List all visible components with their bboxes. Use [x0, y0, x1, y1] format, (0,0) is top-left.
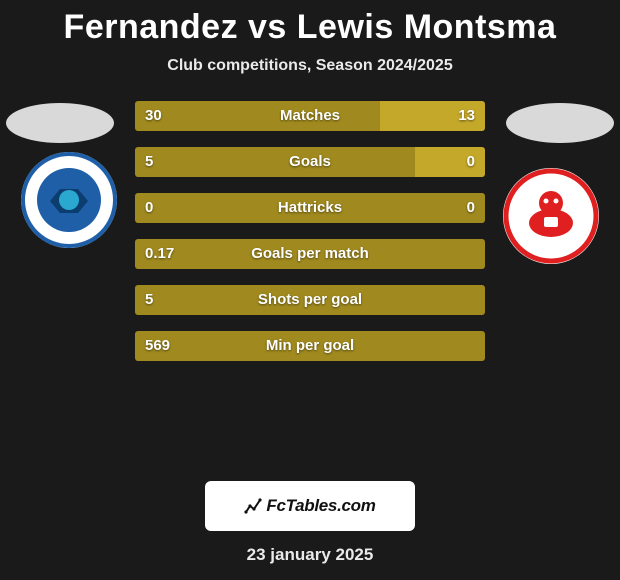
stat-label: Goals	[135, 147, 485, 177]
site-name: FcTables.com	[266, 496, 375, 516]
stat-row: 5Shots per goal	[135, 285, 485, 315]
stat-row: 5Goals0	[135, 147, 485, 177]
stat-row: 0Hattricks0	[135, 193, 485, 223]
footer-date: 23 january 2025	[0, 545, 620, 565]
stat-label: Goals per match	[135, 239, 485, 269]
stat-bars: 30Matches135Goals00Hattricks00.17Goals p…	[135, 101, 485, 377]
stat-label: Min per goal	[135, 331, 485, 361]
page-subtitle: Club competitions, Season 2024/2025	[0, 57, 620, 75]
player-silhouette-right	[506, 103, 614, 143]
stat-label: Hattricks	[135, 193, 485, 223]
club-badge-right	[502, 167, 600, 265]
stat-row: 30Matches13	[135, 101, 485, 131]
stat-value-right: 0	[467, 147, 475, 177]
stat-row: 0.17Goals per match	[135, 239, 485, 269]
stat-row: 569Min per goal	[135, 331, 485, 361]
site-badge[interactable]: FcTables.com	[205, 481, 415, 531]
stat-value-right: 13	[458, 101, 475, 131]
lincoln-badge-icon	[502, 167, 600, 265]
page-title: Fernandez vs Lewis Montsma	[0, 0, 620, 47]
player-silhouette-left	[6, 103, 114, 143]
comparison-panel: 30Matches135Goals00Hattricks00.17Goals p…	[0, 75, 620, 475]
stat-value-right: 0	[467, 193, 475, 223]
stat-label: Shots per goal	[135, 285, 485, 315]
club-badge-left	[20, 151, 118, 249]
peterborough-badge-icon	[20, 151, 118, 249]
chart-icon	[244, 497, 262, 515]
stat-label: Matches	[135, 101, 485, 131]
